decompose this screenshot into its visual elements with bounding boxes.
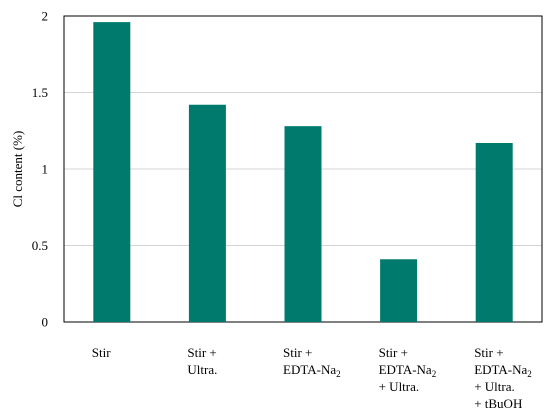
x-category-label: Stir + EDTA-Na2 + Ultra. <box>379 345 437 394</box>
y-tick-label: 2 <box>42 9 49 24</box>
x-axis-categories: Stir Stir + Ultra. Stir + EDTA-Na2 Stir + EDTA… <box>92 345 532 411</box>
bar <box>93 22 131 323</box>
y-tick-label: 1.5 <box>32 85 48 100</box>
y-tick-label: 1 <box>42 162 49 177</box>
bar <box>284 126 322 322</box>
y-tick-label: 0.5 <box>32 238 48 253</box>
x-category-label: Stir + Ultra. <box>187 345 217 377</box>
x-category-label: Stir + EDTA-Na2 + Ultra. + tBuOH <box>474 345 532 411</box>
x-category-label: Stir + EDTA-Na2 <box>283 345 341 379</box>
x-category-label: Stir <box>92 345 111 360</box>
y-tick-label: 0 <box>42 315 49 330</box>
bar <box>188 104 226 323</box>
bars <box>93 22 513 323</box>
y-axis-title: Cl content (%) <box>10 131 25 208</box>
y-axis-ticks: 0 0.5 1 1.5 2 <box>32 9 48 330</box>
bar <box>475 142 513 322</box>
bar <box>380 259 418 322</box>
